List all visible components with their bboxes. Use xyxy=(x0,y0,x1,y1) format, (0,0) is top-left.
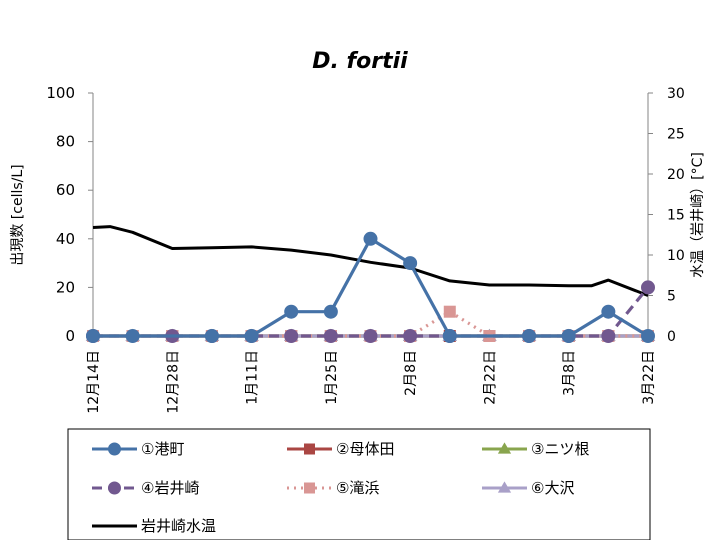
legend-item-4: ④岩井崎 xyxy=(92,479,199,497)
series-4-point xyxy=(284,329,299,343)
series-4-line xyxy=(93,286,650,338)
y-tick-label: 0 xyxy=(65,327,75,345)
series-1-point xyxy=(641,329,655,343)
series-5-point xyxy=(443,305,456,318)
legend-item-3-point xyxy=(497,442,512,454)
legend-box xyxy=(67,428,651,540)
x-tick-label: 2月8日 xyxy=(403,350,419,396)
chart-title: D. fortii xyxy=(312,49,408,74)
legend-item-1-point xyxy=(108,442,121,456)
legend-item-4-label: ④岩井崎 xyxy=(141,479,199,497)
y2-tick-label: 0 xyxy=(667,329,676,345)
x-tick-label: 1月11日 xyxy=(245,350,261,405)
y2-tick-label: 5 xyxy=(667,289,676,305)
legend-item-4-point xyxy=(108,481,121,495)
series-1-point xyxy=(601,304,616,319)
series-4-point xyxy=(641,280,655,295)
series-1-point xyxy=(323,304,338,319)
series-4-point xyxy=(323,329,338,343)
legend-item-2-point xyxy=(304,443,315,455)
plot-area xyxy=(85,225,656,343)
series-1 xyxy=(86,231,655,343)
x-tick-label: 3月22日 xyxy=(641,350,657,405)
x-tick-label: 12月14日 xyxy=(86,350,102,414)
legend-item-5-label: ⑤滝浜 xyxy=(336,479,379,497)
legend-item-6-point xyxy=(497,481,512,493)
legend-item-2: ②母体田 xyxy=(287,440,394,458)
series-1-point xyxy=(403,256,418,271)
x-tick-label: 3月8日 xyxy=(562,350,578,396)
y-tick-label: 60 xyxy=(56,181,75,199)
y2-tick-label: 10 xyxy=(667,248,685,264)
y2-tick-label: 20 xyxy=(667,167,685,183)
legend-item-7-label: 岩井崎水温 xyxy=(141,517,216,535)
series-1-point xyxy=(284,304,299,319)
legend-item-7: 岩井崎水温 xyxy=(92,517,216,535)
legend-item-1: ①港町 xyxy=(92,440,184,458)
y-tick-label: 100 xyxy=(46,84,75,102)
series-7 xyxy=(92,225,649,297)
series-1-line xyxy=(93,237,649,338)
series-1-point xyxy=(442,329,457,343)
x-tick-label: 1月25日 xyxy=(324,350,340,405)
y2-axis-title: 水温（岩井崎）[°C] xyxy=(690,152,706,278)
legend-item-5: ⑤滝浜 xyxy=(287,479,379,497)
legend-item-3-label: ③ニツ根 xyxy=(531,440,589,458)
series-7-line xyxy=(92,225,649,297)
y-tick-label: 40 xyxy=(56,230,75,248)
y-tick-label: 20 xyxy=(56,278,75,296)
y2-tick-label: 25 xyxy=(667,127,685,143)
legend-item-6: ⑥大沢 xyxy=(482,479,574,497)
y-axis-title: 出現数 [cells/L] xyxy=(10,164,26,265)
series-1-point xyxy=(363,231,378,246)
series-4-point xyxy=(601,329,616,343)
legend-item-5-point xyxy=(304,482,315,494)
y-tick-label: 80 xyxy=(56,133,75,151)
series-1-point xyxy=(522,329,537,343)
series-1-point xyxy=(86,329,100,343)
legend-item-2-label: ②母体田 xyxy=(336,440,394,458)
y2-tick-label: 30 xyxy=(667,86,685,102)
series-4-point xyxy=(363,329,378,343)
y2-tick-label: 15 xyxy=(667,208,685,224)
series-1-point xyxy=(204,329,219,343)
x-tick-label: 2月22日 xyxy=(482,350,498,405)
legend-item-6-label: ⑥大沢 xyxy=(531,479,574,497)
series-1-point xyxy=(125,329,140,343)
axes: 0 20 40 60 80 100 0 5 10 15 20 25 30 12月14日 12月28日 1月11… xyxy=(46,84,684,414)
x-tick-label: 12月28日 xyxy=(165,350,181,414)
legend-item-1-label: ①港町 xyxy=(141,440,184,458)
legend-item-3: ③ニツ根 xyxy=(482,440,589,458)
series-1-point xyxy=(561,329,576,343)
series-4-point xyxy=(403,329,418,343)
series-1-point xyxy=(244,329,259,343)
